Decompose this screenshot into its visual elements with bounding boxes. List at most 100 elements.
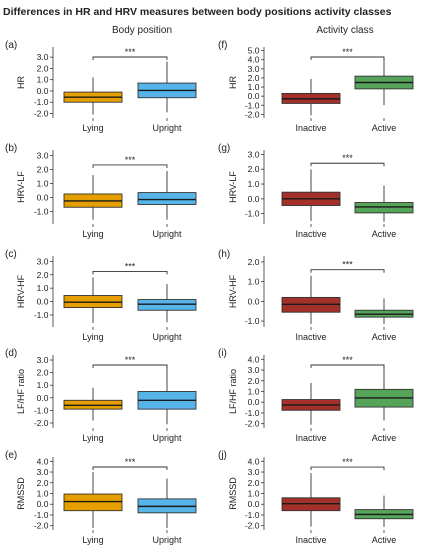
y-tick-label: 0.0 (37, 499, 49, 509)
significance-stars: *** (125, 47, 136, 57)
y-tick-label: -1.0 (245, 408, 260, 418)
significance-stars: *** (125, 261, 136, 271)
significance-stars: *** (342, 47, 353, 57)
significance-stars: *** (125, 355, 136, 365)
y-axis-label: LF/HF ratio (228, 369, 238, 414)
panel-label: (e) (5, 450, 17, 461)
x-tick-label: Inactive (295, 535, 326, 545)
y-axis-label: RMSSD (228, 477, 238, 510)
x-tick-label: Inactive (295, 433, 326, 443)
panel-f: (f) HR -2.0-1.00.01.02.03.04.05.0 Inactive A… (218, 40, 414, 133)
y-tick-label: 0.0 (248, 499, 260, 509)
y-tick-label: 1.0 (37, 75, 49, 85)
x-tick-label: Lying (82, 332, 103, 342)
y-tick-label: -2.0 (34, 521, 49, 531)
significance-bracket (92, 56, 168, 60)
x-tick-label: Upright (152, 332, 182, 342)
panel-label: (j) (218, 450, 227, 461)
y-tick-label: 2.0 (248, 73, 260, 83)
y-tick-label: 3.0 (248, 149, 260, 159)
y-axis-label: HRV-LF (16, 171, 26, 203)
panel-label: (i) (218, 348, 227, 359)
x-tick-label: Active (372, 332, 397, 342)
significance-stars: *** (342, 260, 353, 270)
significance-stars: *** (125, 155, 136, 165)
y-tick-label: 3.0 (37, 151, 49, 161)
y-tick-label: 2.0 (37, 368, 49, 378)
y-tick-label: -2.0 (245, 521, 260, 531)
y-tick-label: 4.0 (248, 456, 260, 466)
panel-j: (j) RMSSD -2.0-1.00.01.02.03.04.0 Inactive A… (218, 450, 414, 545)
significance-bracket (92, 466, 168, 470)
y-axis-label: HRV-HF (16, 274, 26, 308)
x-tick-label: Upright (152, 229, 182, 239)
panel-e: (e) RMSSD -2.0-1.00.01.02.03.04.0 Lying Upri… (5, 450, 197, 545)
y-tick-label: 1.0 (37, 283, 49, 293)
panel-d: (d) LF/HF ratio -2.0 -1.0 0.0 1.0 2.0 3.0 Lying U… (5, 348, 197, 443)
x-tick-label: Lying (82, 535, 103, 545)
y-tick-label: 3.0 (37, 467, 49, 477)
panel-label: (d) (5, 348, 17, 359)
panel-label: (f) (218, 40, 227, 51)
y-axis-label: LF/HF ratio (16, 369, 26, 414)
y-tick-label: -2.0 (245, 109, 260, 119)
x-tick-label: Lying (82, 123, 103, 133)
panel-label: (h) (218, 249, 230, 260)
y-tick-label: -1.0 (34, 510, 49, 520)
significance-bracket (310, 364, 385, 368)
y-tick-label: 1.0 (37, 489, 49, 499)
panel-b: (b) HRV-LF -1.0 0.0 1.0 2.0 3.0 Lying Upright *** (5, 143, 197, 239)
y-tick-label: 1.0 (248, 489, 260, 499)
y-tick-label: 1.0 (37, 380, 49, 390)
y-tick-label: 4.0 (37, 456, 49, 466)
y-tick-label: 0.0 (37, 86, 49, 96)
y-tick-label: 3.0 (248, 64, 260, 74)
y-tick-label: 2.0 (248, 376, 260, 386)
y-tick-label: 2.0 (248, 257, 260, 267)
significance-stars: *** (342, 153, 353, 163)
panel-label: (c) (5, 249, 17, 260)
y-tick-label: 1.0 (248, 277, 260, 287)
y-axis-label: HRV-LF (228, 171, 238, 203)
x-tick-label: Inactive (295, 123, 326, 133)
y-tick-label: 3.0 (37, 256, 49, 266)
y-axis-label: HRV-HF (228, 274, 238, 308)
box-upright (137, 192, 197, 205)
x-tick-label: Active (372, 535, 397, 545)
y-tick-label: 0.0 (248, 296, 260, 306)
significance-stars: *** (125, 457, 136, 467)
significance-bracket (92, 364, 168, 368)
x-tick-label: Active (372, 229, 397, 239)
panel-label: (b) (5, 143, 17, 154)
y-tick-label: 0.0 (248, 194, 260, 204)
x-tick-label: Inactive (295, 229, 326, 239)
y-tick-label: -1.0 (34, 97, 49, 107)
y-axis-label: HR (16, 76, 26, 89)
y-tick-label: 0.0 (37, 192, 49, 202)
y-tick-label: 3.0 (37, 355, 49, 365)
y-tick-label: 1.0 (248, 179, 260, 189)
y-tick-label: 2.0 (37, 270, 49, 280)
y-tick-label: -1.0 (34, 405, 49, 415)
panel-label: (a) (5, 40, 17, 51)
y-tick-label: 0.0 (37, 297, 49, 307)
x-tick-label: Active (372, 123, 397, 133)
x-tick-label: Upright (152, 535, 182, 545)
y-tick-label: -2.0 (34, 108, 49, 118)
panel-a: (a) HR -2.0-1.00.01.0 2.03.0 Lying Upright *** (5, 40, 197, 133)
y-tick-label: 4.0 (248, 354, 260, 364)
y-tick-label: -1.0 (34, 310, 49, 320)
y-tick-label: 0.0 (37, 393, 49, 403)
y-tick-label: 2.0 (248, 478, 260, 488)
y-axis-label: HR (228, 76, 238, 89)
y-tick-label: 0.0 (248, 397, 260, 407)
y-tick-label: 2.0 (37, 63, 49, 73)
x-tick-label: Inactive (295, 332, 326, 342)
box-lying (63, 493, 123, 512)
y-tick-label: -1.0 (245, 209, 260, 219)
y-tick-label: 1.0 (37, 179, 49, 189)
column-title-body-position: Body position (112, 25, 172, 36)
y-tick-label: -2.0 (34, 418, 49, 428)
